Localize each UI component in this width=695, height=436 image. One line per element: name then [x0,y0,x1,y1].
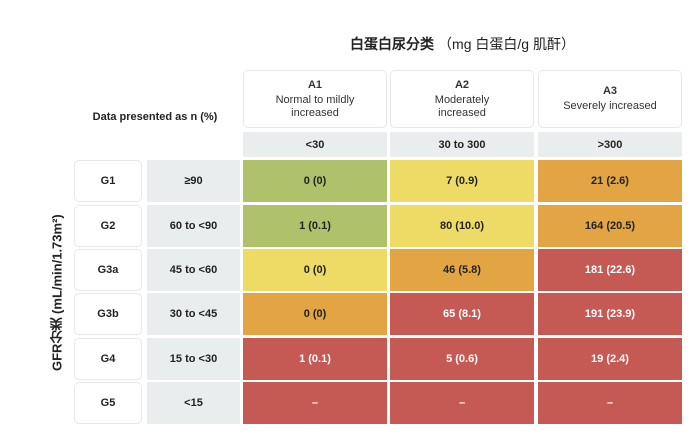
table-cell: 0 (0) [243,160,387,202]
table-cell: – [538,382,682,424]
title-main: 白蛋白尿分类 [350,36,435,52]
row-range: 30 to <45 [147,293,240,335]
data-presented-label: Data presented as n (%) [92,111,218,123]
row-range: ≥90 [147,160,240,202]
column-code: A3 [602,85,618,97]
table-cell: 19 (2.4) [538,338,682,380]
table-cell: 0 (0) [243,293,387,335]
column-code: A1 [307,78,323,91]
table-cell: 65 (8.1) [390,293,534,335]
column-range: >300 [538,132,682,157]
table-title: 白蛋白尿分类 （mg 白蛋白/g 肌酐） [243,32,682,56]
row-code-g1: G1 [74,160,142,202]
table-cell: 164 (20.5) [538,205,682,247]
row-code-g3a: G3a [74,249,142,291]
table-cell: – [243,382,387,424]
column-desc: Normal to mildly increased [275,93,355,119]
column-desc: Moderately increased [434,93,490,119]
table-cell: 7 (0.9) [390,160,534,202]
title-unit: （mg 白蛋白/g 肌酐） [438,36,575,52]
row-range: <15 [147,382,240,424]
table-cell: 80 (10.0) [390,205,534,247]
table-cell: 5 (0.6) [390,338,534,380]
row-code-g4: G4 [74,338,142,380]
table-cell: 1 (0.1) [243,338,387,380]
column-header-a1: A1 Normal to mildly increased [243,70,387,128]
row-code-g2: G2 [74,205,142,247]
table-cell: – [390,382,534,424]
column-header-a2: A2 Moderately increased [390,70,534,128]
column-header-a3: A3 Severely increased [538,70,682,128]
column-range: <30 [243,132,387,157]
table-cell: 1 (0.1) [243,205,387,247]
column-range: 30 to 300 [390,132,534,157]
row-range: 60 to <90 [147,205,240,247]
column-code: A2 [454,78,470,91]
table-cell: 21 (2.6) [538,160,682,202]
table-cell: 191 (23.9) [538,293,682,335]
table-cell: 0 (0) [243,249,387,291]
row-code-g3b: G3b [74,293,142,335]
table-cell: 46 (5.8) [390,249,534,291]
table-cell: 181 (22.6) [538,249,682,291]
row-code-g5: G5 [74,382,142,424]
y-axis-label: GFR分类 (mL/min/1.73m²) [49,214,65,371]
row-range: 45 to <60 [147,249,240,291]
row-range: 15 to <30 [147,338,240,380]
column-desc: Severely increased [563,100,657,112]
